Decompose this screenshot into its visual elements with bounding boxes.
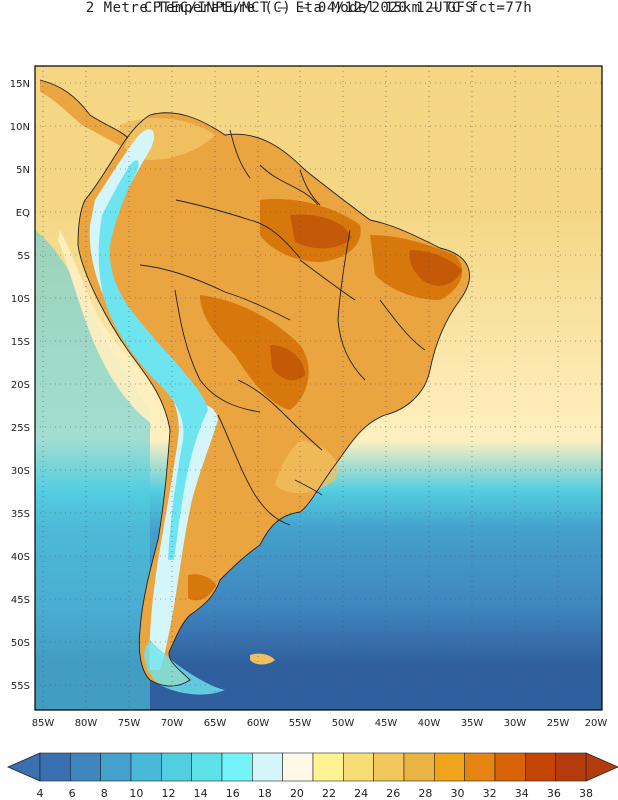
lon-label: 20W xyxy=(585,718,608,729)
lon-label: 65W xyxy=(204,718,227,729)
colorbar: 4 6 8 10 12 14 16 18 20 22 24 26 28 30 32 34 36 38 xyxy=(7,752,618,800)
colorbar-tick-label: 32 xyxy=(483,787,497,800)
colorbar-swatch xyxy=(434,752,465,782)
northeast-hottest-spot xyxy=(409,250,462,286)
colorbar-tick-label: 18 xyxy=(258,787,272,800)
lon-label: 75W xyxy=(118,718,141,729)
colorbar-tick-label: 38 xyxy=(579,787,593,800)
lat-label: 5N xyxy=(16,165,30,176)
colorbar-tick-label: 34 xyxy=(515,787,529,800)
lat-label: 40S xyxy=(11,552,30,563)
colorbar-swatch xyxy=(464,752,496,782)
longitude-labels: 85W 80W 75W 70W 65W 60W 55W 50W 45W 40W … xyxy=(32,718,608,729)
lat-label: 45S xyxy=(11,595,30,606)
lat-label: 20S xyxy=(11,380,30,391)
title-line-1: CPTEC/INPE/MCT – Eta Model 15km – GFS xyxy=(143,0,475,16)
lon-label: 85W xyxy=(32,718,55,729)
lon-label: 70W xyxy=(161,718,184,729)
lon-label: 80W xyxy=(75,718,98,729)
lat-label: 15S xyxy=(11,337,30,348)
colorbar-tick-label: 22 xyxy=(322,787,336,800)
lat-label: EQ xyxy=(16,208,30,219)
colorbar-tick-label: 36 xyxy=(547,787,561,800)
colorbar-swatch xyxy=(525,752,556,782)
colorbar-swatch xyxy=(252,752,283,782)
southern-mild-region xyxy=(275,440,339,494)
colorbar-swatch xyxy=(70,752,101,782)
colorbar-swatch xyxy=(373,752,405,782)
colorbar-swatch xyxy=(39,752,71,782)
colorbar-high-arrow xyxy=(585,752,618,782)
colorbar-tick-label: 28 xyxy=(418,787,432,800)
lat-label: 15N xyxy=(10,79,30,90)
colorbar-tick-label: 10 xyxy=(129,787,143,800)
tierra-del-fuego-cold xyxy=(144,640,225,695)
colorbar-tick-label: 14 xyxy=(194,787,208,800)
colorbar-tick-label: 24 xyxy=(354,787,368,800)
colorbar-swatch xyxy=(403,752,435,782)
lon-label: 60W xyxy=(247,718,270,729)
colorbar-tick-label: 30 xyxy=(451,787,465,800)
latitude-labels: 15N 10N 5N EQ 5S 10S 15S 20S 25S 30S 35S… xyxy=(10,79,30,692)
pacific-cool-water xyxy=(35,230,150,710)
patagonia-hot-spot xyxy=(188,574,216,601)
colorbar-swatch xyxy=(282,752,314,782)
colorbar-swatch xyxy=(130,752,162,782)
colorbar-tick-label: 12 xyxy=(161,787,175,800)
lat-label: 30S xyxy=(11,466,30,477)
colorbar-tick-label: 8 xyxy=(101,787,108,800)
colorbar-swatch xyxy=(343,752,374,782)
lat-label: 5S xyxy=(17,251,30,262)
colorbar-swatch xyxy=(100,752,132,782)
map-frame xyxy=(34,65,603,711)
colorbar-swatch xyxy=(312,752,344,782)
colorbar-swatch xyxy=(161,752,192,782)
colorbar-swatch xyxy=(494,752,526,782)
pacific-upwelling-band xyxy=(58,230,160,430)
map-field xyxy=(35,66,602,710)
central-america-land xyxy=(40,80,128,148)
title-line-2: 2 Metre Temperature (C) – 04/12/2020 12U… xyxy=(85,0,533,16)
lon-label: 50W xyxy=(332,718,355,729)
colorbar-tick-label: 26 xyxy=(386,787,400,800)
lon-label: 45W xyxy=(375,718,398,729)
colorbar-tick-label: 6 xyxy=(69,787,76,800)
lat-label: 50S xyxy=(11,638,30,649)
andes-cold-strip xyxy=(98,160,208,561)
pantanal-hottest-spot xyxy=(270,345,305,381)
amazon-hottest-spot xyxy=(290,214,352,249)
colorbar-low-arrow xyxy=(7,752,41,782)
colorbar-swatch xyxy=(221,752,253,782)
falkland-islands xyxy=(250,653,275,665)
central-hot-region xyxy=(200,295,309,410)
lat-label: 25S xyxy=(11,423,30,434)
colorbar-tick-label: 4 xyxy=(37,787,44,800)
colorbar-swatch xyxy=(191,752,223,782)
lat-label: 35S xyxy=(11,509,30,520)
lat-label: 10S xyxy=(11,294,30,305)
lon-label: 40W xyxy=(418,718,441,729)
lon-label: 35W xyxy=(461,718,484,729)
colorbar-tick-label: 20 xyxy=(290,787,304,800)
lat-label: 10N xyxy=(10,122,30,133)
country-borders xyxy=(39,79,470,687)
colorbar-tick-label: 16 xyxy=(226,787,240,800)
lon-label: 25W xyxy=(547,718,570,729)
colorbar-swatch xyxy=(555,752,587,782)
lat-label: 55S xyxy=(11,681,30,692)
lon-label: 30W xyxy=(504,718,527,729)
lon-label: 55W xyxy=(289,718,312,729)
